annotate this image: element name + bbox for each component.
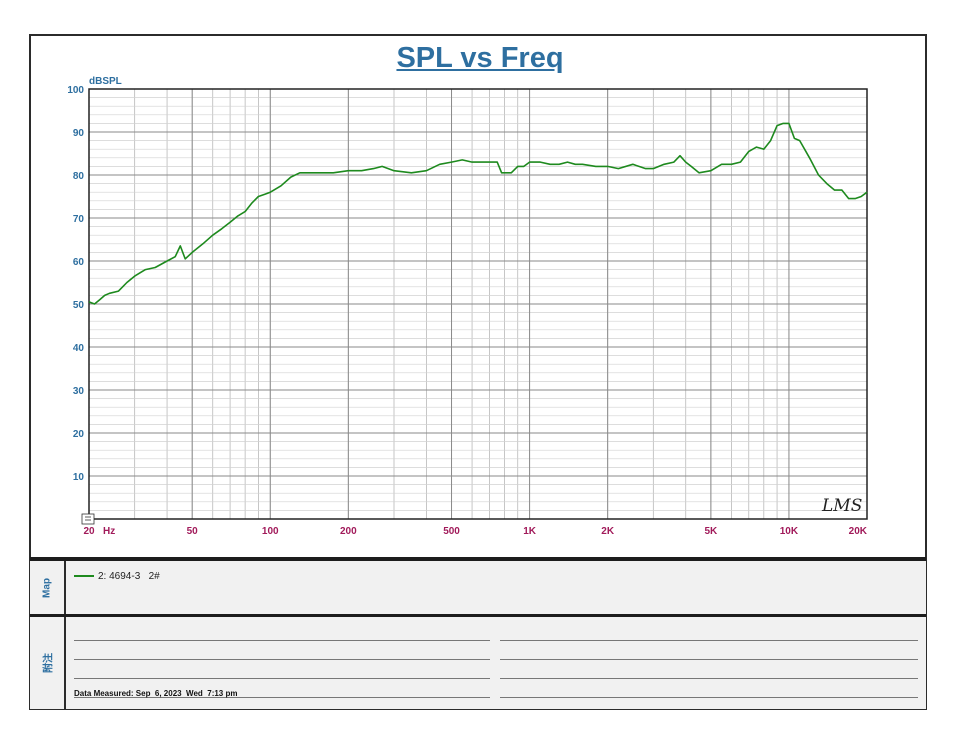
x-axis-unit: Hz xyxy=(103,526,115,537)
y-tick-label: 30 xyxy=(73,386,85,397)
x-tick-label: 20K xyxy=(849,526,868,537)
y-tick-label: 10 xyxy=(73,472,85,483)
x-tick-label: 20 xyxy=(83,526,95,537)
x-tick-label: 50 xyxy=(187,526,199,537)
note-line-right-4 xyxy=(500,697,918,698)
notes-panel: 附注 Data Measured: Sep 6, 2023 Wed 7:13 p… xyxy=(30,617,926,709)
series-line xyxy=(88,122,868,305)
y-tick-label: 20 xyxy=(73,429,85,440)
y-tick-label: 40 xyxy=(73,343,85,354)
legend-entry: 2: 4694-3 2# xyxy=(74,571,160,582)
plot-border xyxy=(88,88,868,520)
chart-title: SPL vs Freq xyxy=(396,42,564,74)
y-tick-labels: 10 20 30 40 50 60 70 80 90 100 xyxy=(67,85,84,483)
legend-swatch xyxy=(74,575,94,578)
note-line-right-1 xyxy=(500,640,918,641)
note-line-left-2 xyxy=(74,659,490,660)
legend-label: 2: 4694-3 2# xyxy=(98,571,160,582)
map-label: Map xyxy=(41,577,53,598)
origin-marker xyxy=(81,513,95,525)
note-line-left-1 xyxy=(74,640,490,641)
note-line-right-2 xyxy=(500,659,918,660)
x-tick-label: 500 xyxy=(443,526,460,537)
map-panel: Map 2: 4694-3 2# xyxy=(30,557,926,617)
major-grid xyxy=(89,89,867,519)
x-tick-label: 100 xyxy=(262,526,279,537)
x-tick-label: 10K xyxy=(780,526,799,537)
series-layer xyxy=(88,122,868,305)
y-tick-label: 60 xyxy=(73,257,85,268)
notes-label: 附注 xyxy=(43,653,55,673)
y-tick-label: 70 xyxy=(73,214,85,225)
notes-label-cell: 附注 xyxy=(30,617,66,709)
map-label-cell: Map xyxy=(30,561,66,614)
y-tick-label: 90 xyxy=(73,128,85,139)
note-line-right-3 xyxy=(500,678,918,679)
note-line-left-3 xyxy=(74,678,490,679)
lms-logo: LMS xyxy=(821,496,862,516)
x-tick-label: 5K xyxy=(704,526,718,537)
y-tick-label: 80 xyxy=(73,171,85,182)
note-line-left-4 xyxy=(74,697,490,698)
x-tick-labels: 20 50 100 200 500 1K 2K 5K 10K 20K xyxy=(83,526,867,537)
x-tick-label: 1K xyxy=(523,526,537,537)
y-tick-label: 100 xyxy=(67,85,84,96)
x-tick-label: 200 xyxy=(340,526,357,537)
measured-date: Data Measured: Sep 6, 2023 Wed 7:13 pm xyxy=(74,689,238,698)
y-axis-label: dBSPL xyxy=(89,76,122,87)
x-tick-label: 2K xyxy=(601,526,615,537)
y-tick-label: 50 xyxy=(73,300,85,311)
